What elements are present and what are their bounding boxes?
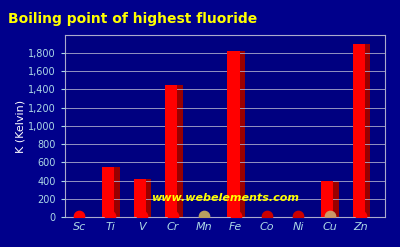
Bar — [168, 85, 182, 217]
Bar — [228, 51, 240, 217]
Point — [264, 214, 270, 218]
Point — [358, 214, 364, 218]
Point — [326, 214, 333, 218]
Bar — [105, 167, 120, 217]
Y-axis label: K (Kelvin): K (Kelvin) — [15, 99, 25, 152]
Bar — [230, 51, 245, 217]
Point — [138, 214, 145, 218]
Text: www.webelements.com: www.webelements.com — [151, 193, 299, 203]
Bar — [356, 44, 370, 217]
Bar — [324, 181, 339, 217]
Bar — [137, 179, 151, 217]
Point — [232, 214, 239, 218]
Point — [201, 214, 208, 218]
Point — [107, 214, 114, 218]
Point — [170, 214, 176, 218]
Text: Boiling point of highest fluoride: Boiling point of highest fluoride — [8, 12, 257, 26]
Bar — [102, 167, 114, 217]
Bar — [353, 44, 365, 217]
Bar — [165, 85, 177, 217]
Point — [295, 214, 302, 218]
Point — [76, 214, 82, 218]
Bar — [321, 181, 334, 217]
Bar — [134, 179, 146, 217]
